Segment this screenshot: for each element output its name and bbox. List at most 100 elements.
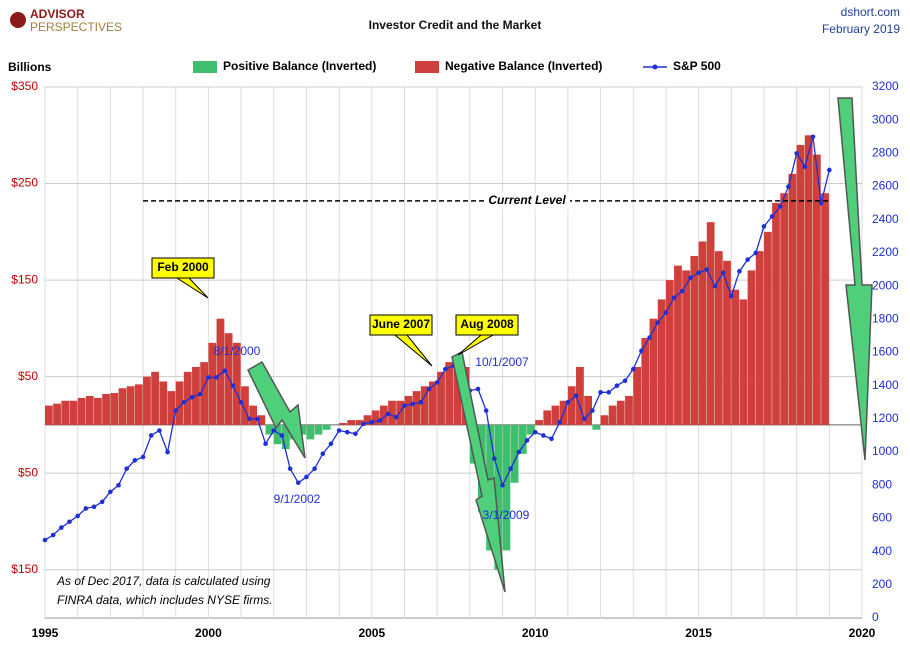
sp500-point [745,257,750,262]
bar [796,144,805,425]
bar [257,415,266,425]
sp500-point [91,504,97,510]
x-tick-label: 2020 [849,626,876,640]
legend-label: Positive Balance (Inverted) [223,59,376,73]
sp500-point [279,433,285,438]
bar [747,270,756,425]
bar [510,424,519,483]
y2-tick-label: 800 [872,477,892,491]
y2-tick-label: 3200 [872,79,899,93]
bar [535,420,543,425]
bar [633,366,642,425]
bar [208,342,217,425]
y2-tick-label: 1000 [872,444,899,458]
bar [527,424,535,435]
sp500-point [541,433,546,438]
bar [167,391,176,425]
sp500-point [181,399,187,405]
bar [772,202,780,425]
bar [616,400,625,425]
bar [110,393,119,425]
sp500-point [377,418,383,423]
x-tick-label: 1995 [32,626,59,640]
logo-top: ADVISOR [30,7,85,21]
bar [551,405,560,425]
y2-tick-label: 1400 [872,378,899,392]
sp500-point [402,403,407,408]
bar [682,270,691,425]
sp500-point [230,383,236,388]
sp500-point [59,525,64,530]
sp500-point [108,489,113,495]
y-tick-label: $50 [18,369,38,383]
bar [355,420,364,425]
y2-tick-label: 1600 [872,345,899,359]
bar [85,395,94,425]
sp500-point [116,482,121,488]
sp500-point [663,310,669,315]
sp500-point [786,184,791,189]
sp500-point [140,454,146,460]
bar [102,394,110,425]
sp500-point [410,401,415,407]
sp500-point [818,200,824,206]
bar [420,386,429,425]
bar [53,403,61,425]
sp500-point [606,390,612,395]
y-axis-label: Billions [8,60,52,74]
bar [298,424,307,435]
bar [249,405,258,425]
arrow [451,350,506,593]
sp500-point [206,375,211,380]
bar [314,424,323,435]
sp500-point [565,399,571,405]
sp500-point [639,348,644,354]
sp500-point [222,368,228,374]
bar [780,193,789,425]
sp500-point [83,506,89,511]
y2-tick-label: 2800 [872,146,899,160]
y-tick-label: $150 [11,562,38,576]
sp500-point [124,466,129,471]
bar [445,362,454,425]
sp500-point [655,320,661,325]
y2-tick-label: 1200 [872,411,899,425]
sp500-point [810,134,816,140]
date-label: 9/1/2002 [274,492,321,506]
bar [412,391,421,425]
sp500-point [173,408,179,413]
bar [706,222,715,425]
sp500-point [500,482,505,488]
sp500-point [426,386,432,392]
sp500-point [696,270,701,276]
bar [77,397,86,425]
y2-tick-label: 1800 [872,311,899,325]
sp500-point [647,335,652,340]
bar [567,386,576,425]
bar [698,241,707,425]
sp500-point [394,414,399,420]
sp500-point [344,429,350,435]
sp500-point [443,366,448,372]
bar [600,415,609,425]
bar [404,395,413,425]
sp500-point [598,390,603,395]
sp500-point [385,411,391,417]
bar [494,424,503,570]
sp500-point [165,449,170,455]
y2-tick-label: 600 [872,511,892,525]
sp500-point [516,449,522,455]
y-tick-label: $150 [11,272,38,286]
y2-tick-label: 3000 [872,112,899,126]
bar [183,371,192,425]
current-level-label: Current Level [488,193,566,207]
sp500-point [75,513,80,519]
y-tick-label: $250 [11,176,38,190]
bar [306,424,315,440]
bar [232,342,241,425]
sp500-point [50,532,56,538]
arrow [837,97,873,461]
bar [216,318,225,425]
logo-icon [10,12,26,28]
